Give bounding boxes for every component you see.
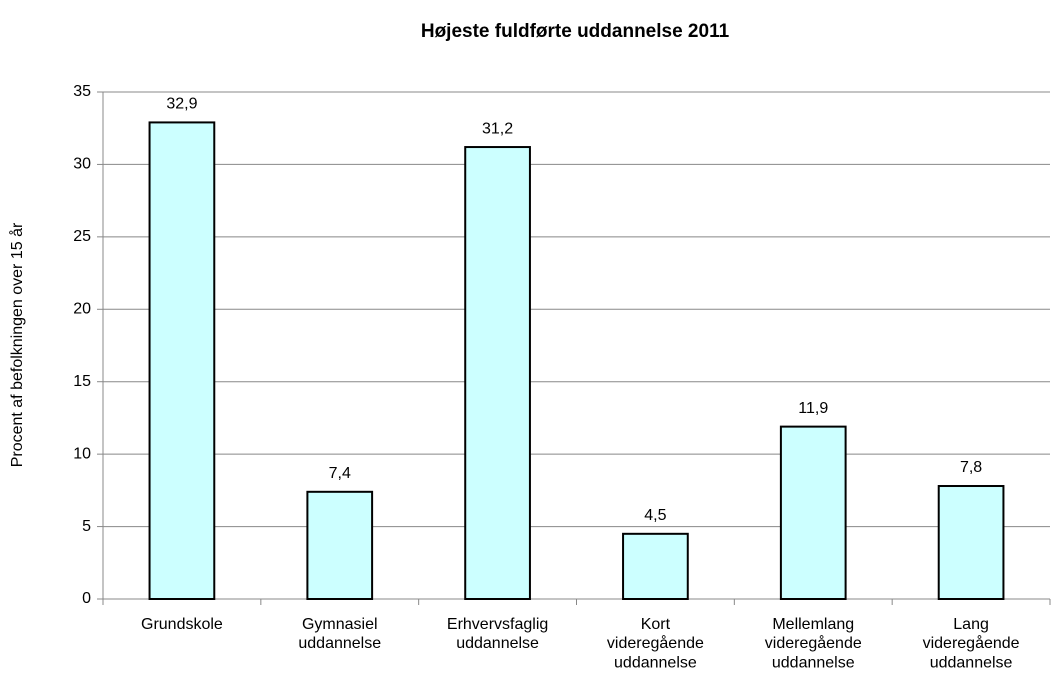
y-tick-label: 30 — [73, 156, 91, 173]
chart-title: Højeste fuldførte uddannelse 2011 — [421, 21, 730, 42]
x-tick-label: Lang videregående uddannelse — [923, 616, 1020, 671]
data-label: 31,2 — [482, 120, 513, 137]
x-tick-label: Erhvervsfaglig uddannelse — [447, 616, 548, 652]
y-tick-label: 20 — [73, 301, 91, 318]
bar — [779, 425, 847, 600]
y-tick-label: 15 — [73, 373, 91, 390]
data-label: 11,9 — [798, 400, 828, 417]
x-tick-label: Gymnasiel uddannelse — [298, 616, 381, 652]
data-label: 7,4 — [329, 465, 351, 482]
bar — [148, 121, 216, 600]
y-tick-label: 10 — [73, 445, 91, 462]
y-tick-label: 35 — [73, 83, 91, 100]
y-tick-label: 5 — [82, 518, 91, 535]
bar — [306, 490, 374, 601]
bar — [937, 485, 1005, 600]
y-axis-label: Procent af befolkningen over 15 år — [8, 222, 26, 467]
bar — [464, 146, 531, 600]
data-label: 4,5 — [644, 507, 666, 524]
data-label: 32,9 — [166, 96, 197, 113]
x-tick-label: Grundskole — [141, 616, 223, 633]
x-tick-label: Kort videregående uddannelse — [607, 616, 704, 671]
y-tick-label: 0 — [82, 590, 91, 607]
data-label: 7,8 — [960, 459, 982, 476]
bar — [622, 532, 689, 600]
y-tick-label: 25 — [73, 228, 91, 245]
x-tick-label: Mellemlang videregående uddannelse — [765, 616, 862, 671]
